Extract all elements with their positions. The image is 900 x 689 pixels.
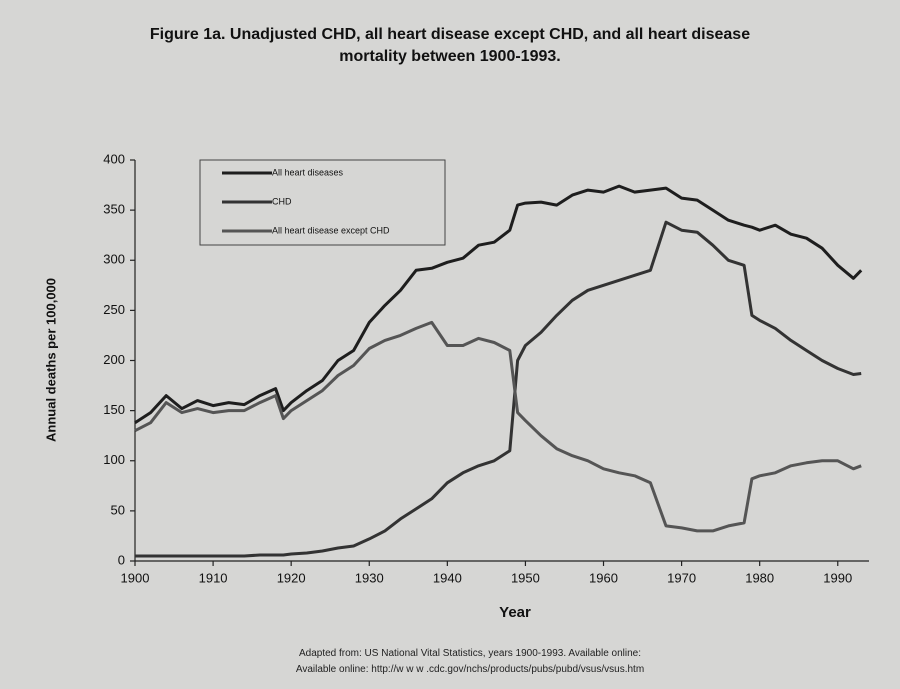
- series-line: [134, 320, 862, 533]
- x-tick-label: 1980: [745, 570, 774, 585]
- legend-label: All heart diseases: [272, 167, 344, 177]
- y-tick-label: 300: [103, 252, 125, 267]
- x-tick-label: 1990: [823, 570, 852, 585]
- y-tick-label: 400: [103, 151, 125, 166]
- y-tick-label: 350: [103, 202, 125, 217]
- y-tick-label: 0: [118, 552, 125, 567]
- source-line: Adapted from: US National Vital Statisti…: [298, 648, 642, 659]
- source-note: Adapted from: US National Vital Statisti…: [200, 646, 740, 678]
- x-tick-label: 1940: [433, 570, 462, 585]
- y-axis-label: Annual deaths per 100,000: [43, 278, 58, 442]
- x-tick-label: 1960: [589, 570, 618, 585]
- x-tick-label: 1910: [199, 570, 228, 585]
- x-tick-label: 1970: [667, 570, 696, 585]
- x-axis-label: Year: [499, 604, 531, 621]
- y-tick-label: 200: [103, 352, 125, 367]
- legend-label: All heart disease except CHD: [272, 225, 390, 235]
- x-tick-label: 1920: [277, 570, 306, 585]
- y-tick-label: 250: [103, 302, 125, 317]
- y-tick-label: 50: [111, 502, 125, 517]
- chart-title: Figure 1a. Unadjusted CHD, all heart dis…: [149, 26, 751, 65]
- legend-label: CHD: [272, 196, 292, 206]
- x-tick-label: 1900: [121, 570, 150, 585]
- y-tick-label: 100: [103, 452, 125, 467]
- x-tick-label: 1950: [511, 570, 540, 585]
- x-tick-label: 1930: [355, 570, 384, 585]
- series-line: [135, 220, 862, 558]
- series-line: [134, 184, 863, 424]
- source-line: Available online: http://w w w .cdc.gov/…: [295, 664, 645, 675]
- y-tick-label: 150: [103, 402, 125, 417]
